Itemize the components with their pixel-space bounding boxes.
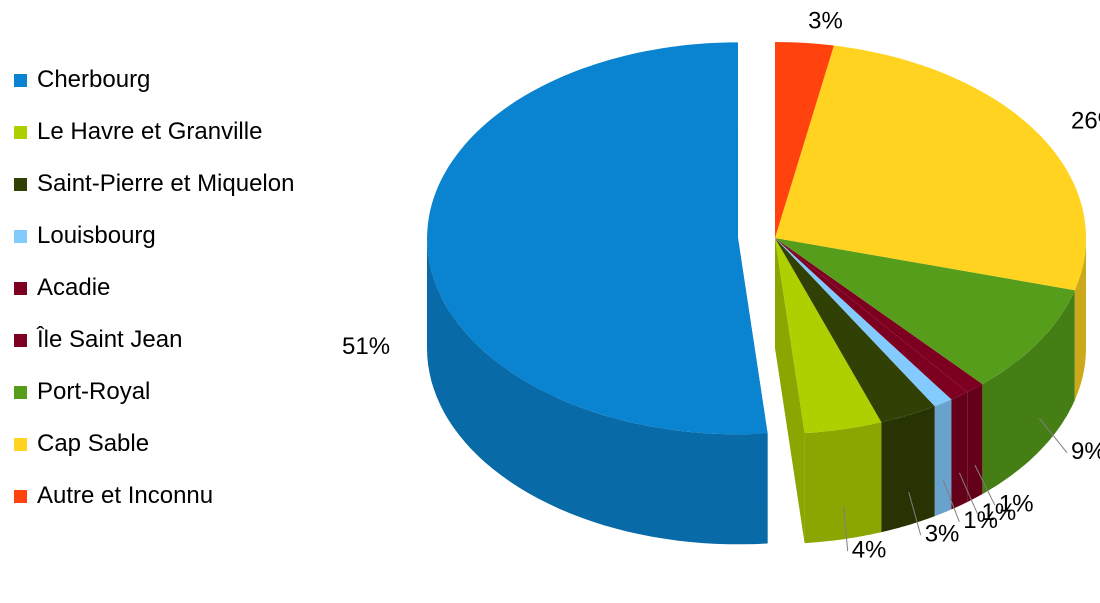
- data-labels: 51%4%3%1%1%1%9%26%3%: [342, 7, 1100, 563]
- slice-cherbourg: [427, 42, 768, 435]
- slice-cap-sable: [775, 45, 1086, 291]
- legend-item-cherbourg: Cherbourg: [14, 54, 294, 106]
- legend-swatch: [14, 177, 27, 191]
- slice-side-port-royal: [982, 290, 1075, 495]
- legend-label: Saint-Pierre et Miquelon: [37, 170, 295, 197]
- slice-side-le-havre-et-granville: [804, 422, 882, 544]
- data-label-cap-sable: 26%: [1071, 108, 1100, 135]
- legend-item-louisbourg: Louisbourg: [14, 210, 294, 262]
- slice-ile-saint-jean: [775, 238, 983, 393]
- data-label-port-royal: 9%: [1071, 438, 1100, 465]
- slice-port-royal: [775, 238, 1075, 385]
- slice-le-havre-et-granville: [775, 238, 882, 434]
- legend-swatch: [14, 385, 27, 399]
- legend-label: Acadie: [37, 274, 111, 301]
- legend-label: Louisbourg: [37, 222, 156, 249]
- legend-swatch: [14, 73, 27, 87]
- legend-item-acadie: Acadie: [14, 262, 294, 314]
- slice-wall-le-havre-et-granville: [775, 238, 805, 544]
- slice-acadie: [775, 238, 968, 400]
- legend-swatch: [14, 281, 27, 295]
- pie-tops: [427, 42, 1086, 435]
- data-label-saint-pierre-et-miquelon: 3%: [925, 521, 960, 548]
- slice-side-acadie: [951, 392, 968, 510]
- legend-label: Port-Royal: [37, 378, 151, 405]
- leader-line-saint-pierre-et-miquelon: [908, 491, 922, 536]
- leader-line-acadie: [958, 472, 978, 515]
- legend-item-saint-pierre-et-miquelon: Saint-Pierre et Miquelon: [14, 158, 294, 210]
- slice-side-louisbourg: [934, 399, 952, 517]
- slice-side-ile-saint-jean: [967, 384, 983, 503]
- slice-louisbourg: [775, 238, 952, 407]
- slice-saint-pierre-et-miquelon: [775, 238, 935, 423]
- leader-line-port-royal: [1038, 417, 1068, 454]
- leader-line-louisbourg: [942, 479, 960, 522]
- slice-autre-et-inconnu: [775, 42, 834, 238]
- legend-swatch: [14, 437, 27, 451]
- legend-label: Le Havre et Granville: [37, 118, 263, 145]
- legend-label: Île Saint Jean: [37, 326, 183, 353]
- legend-swatch: [14, 125, 27, 139]
- data-label-cherbourg: 51%: [342, 333, 390, 360]
- data-label-ile-saint-jean: 1%: [999, 491, 1034, 518]
- legend-label: Cap Sable: [37, 430, 150, 457]
- leader-lines: [843, 417, 1068, 552]
- slice-side-cap-sable: [1074, 238, 1086, 401]
- legend-swatch: [14, 489, 27, 503]
- pie-sides: [427, 42, 1086, 545]
- legend-item-cap-sable: Cap Sable: [14, 418, 294, 470]
- data-label-louisbourg: 1%: [963, 507, 998, 534]
- legend-swatch: [14, 229, 27, 243]
- legend: Cherbourg Le Havre et Granville Saint-Pier…: [14, 54, 294, 522]
- data-label-le-havre-et-granville: 4%: [852, 536, 887, 563]
- slice-side-cherbourg: [427, 238, 768, 545]
- data-label-acadie: 1%: [982, 499, 1017, 526]
- legend-swatch: [14, 333, 27, 347]
- legend-item-le-havre-et-granville: Le Havre et Granville: [14, 106, 294, 158]
- slice-side-saint-pierre-et-miquelon: [881, 406, 935, 533]
- legend-label: Cherbourg: [37, 66, 151, 93]
- data-label-autre-et-inconnu: 3%: [808, 7, 843, 34]
- legend-item-ile-saint-jean: Île Saint Jean: [14, 314, 294, 366]
- leader-line-le-havre-et-granville: [843, 506, 849, 552]
- legend-item-port-royal: Port-Royal: [14, 366, 294, 418]
- legend-item-autre-et-inconnu: Autre et Inconnu: [14, 470, 294, 522]
- legend-label: Autre et Inconnu: [37, 482, 214, 509]
- leader-line-ile-saint-jean: [974, 464, 996, 506]
